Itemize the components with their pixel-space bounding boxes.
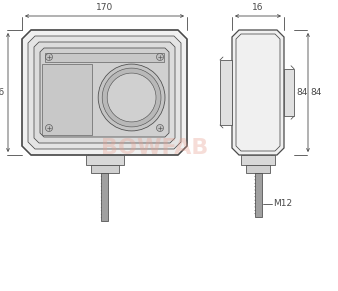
Bar bbox=[255, 173, 262, 217]
Bar bbox=[91, 165, 119, 173]
Circle shape bbox=[98, 64, 165, 131]
Circle shape bbox=[156, 54, 164, 61]
Text: 84: 84 bbox=[310, 88, 321, 97]
Polygon shape bbox=[22, 30, 187, 155]
Polygon shape bbox=[34, 42, 175, 143]
Text: BOWFAB: BOWFAB bbox=[101, 138, 209, 158]
Bar bbox=[42, 64, 92, 135]
Circle shape bbox=[156, 125, 164, 132]
Circle shape bbox=[46, 54, 52, 61]
Bar bbox=[86, 155, 123, 165]
Text: M12: M12 bbox=[273, 199, 293, 208]
Bar bbox=[220, 60, 232, 125]
Text: 84: 84 bbox=[297, 88, 308, 97]
Bar bbox=[241, 155, 275, 165]
Polygon shape bbox=[28, 36, 181, 149]
Text: 106: 106 bbox=[0, 88, 5, 97]
Bar bbox=[45, 53, 164, 62]
Circle shape bbox=[102, 68, 161, 127]
Bar bbox=[284, 69, 294, 116]
Polygon shape bbox=[232, 30, 284, 155]
Circle shape bbox=[46, 125, 52, 132]
Text: 170: 170 bbox=[96, 3, 113, 12]
Bar bbox=[101, 173, 108, 221]
Polygon shape bbox=[40, 48, 169, 137]
Circle shape bbox=[107, 73, 156, 122]
Text: 16: 16 bbox=[252, 3, 264, 12]
Bar bbox=[246, 165, 270, 173]
